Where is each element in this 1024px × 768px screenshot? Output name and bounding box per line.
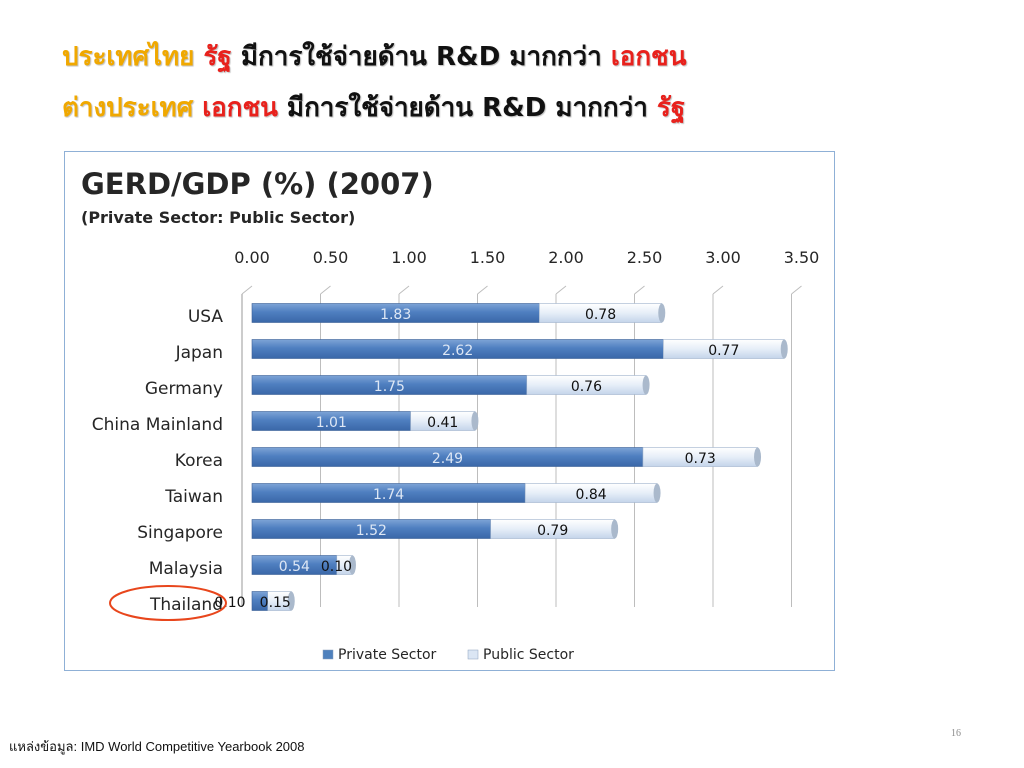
- headline-line-2: ต่างประเทศ เอกชน มีการใช้จ่ายด้าน R&D มา…: [62, 87, 685, 128]
- value-label-public: 0.78: [585, 307, 616, 323]
- category-label: Taiwan: [164, 487, 223, 507]
- x-tick-label: 3.00: [705, 248, 741, 267]
- value-label-public: 0.73: [685, 451, 716, 467]
- gridline-depth: [398, 285, 410, 295]
- value-label-public: 0.84: [576, 487, 607, 503]
- value-label-private: 0.10: [214, 595, 245, 611]
- x-tick-label: 0.50: [313, 248, 349, 267]
- headline-segment: ต่างประเทศ: [62, 93, 203, 123]
- source-note: แหล่งข้อมูล: IMD World Competitive Yearb…: [9, 739, 305, 754]
- value-label-private: 0.54: [279, 559, 310, 575]
- category-label: Japan: [175, 343, 223, 363]
- gerd-gdp-chart: GERD/GDP (%) (2007) (Private Sector: Publ…: [81, 167, 820, 663]
- bar-end-cap: [611, 519, 619, 539]
- bar-end-cap: [653, 483, 661, 503]
- value-label-public: 0.41: [427, 415, 458, 431]
- headline-segment: มีการใช้จ่ายด้าน R&D มากกว่า: [231, 42, 611, 72]
- value-label-private: 2.62: [442, 343, 473, 359]
- value-label-private: 2.49: [432, 451, 463, 467]
- bar-end-cap: [642, 375, 650, 395]
- highlight-oval: [109, 585, 227, 621]
- value-label-private: 1.75: [374, 379, 405, 395]
- headline-segment: ประเทศไทย: [62, 42, 204, 72]
- chart-title: GERD/GDP (%) (2007): [81, 167, 434, 201]
- gridline-depth: [791, 285, 802, 295]
- gridline-depth: [320, 285, 331, 295]
- value-label-private: 1.74: [373, 487, 404, 503]
- x-tick-label: 2.50: [627, 248, 663, 267]
- legend-swatch: [322, 649, 334, 660]
- headline-segment: เอกชน: [202, 93, 278, 123]
- x-tick-label: 2.00: [548, 248, 584, 267]
- value-label-public: 0.15: [260, 595, 291, 611]
- bar-end-cap: [348, 555, 356, 575]
- x-tick-label: 0.00: [234, 248, 270, 267]
- value-label-public: 0.10: [321, 559, 352, 575]
- x-tick-label: 1.50: [470, 248, 506, 267]
- headline-segment: รัฐ: [203, 42, 232, 72]
- gridline-depth: [555, 285, 567, 295]
- bar-end-cap: [754, 447, 762, 467]
- category-label: Germany: [145, 379, 223, 399]
- x-tick-label: 1.00: [391, 248, 427, 267]
- value-label-public: 0.79: [537, 523, 568, 539]
- legend-label: Public Sector: [483, 647, 574, 663]
- bar-end-cap: [780, 339, 788, 359]
- bar-end-cap: [658, 303, 666, 323]
- legend-label: Private Sector: [338, 647, 437, 663]
- headline-segment: เอกชน: [610, 42, 687, 72]
- value-label-public: 0.76: [571, 379, 602, 395]
- category-label: USA: [188, 307, 224, 327]
- chart-frame: GERD/GDP (%) (2007) (Private Sector: Publ…: [64, 151, 835, 671]
- gridline-depth: [241, 285, 253, 295]
- category-label: Thailand: [149, 595, 223, 615]
- bar-end-cap: [471, 411, 479, 431]
- headline-line-1: ประเทศไทย รัฐ มีการใช้จ่ายด้าน R&D มากกว…: [62, 36, 686, 77]
- gridline-depth: [477, 285, 488, 295]
- gridline-depth: [634, 285, 645, 295]
- category-label: Malaysia: [149, 559, 223, 579]
- category-label: Singapore: [137, 523, 223, 543]
- bar-end-cap: [287, 591, 295, 611]
- value-label-private: 1.52: [356, 523, 387, 539]
- value-label-private: 1.83: [380, 307, 411, 323]
- gridline-depth: [712, 285, 724, 295]
- value-label-private: 1.01: [316, 415, 347, 431]
- headline-segment: มีการใช้จ่ายด้าน R&D มากกว่า: [277, 93, 657, 123]
- value-label-public: 0.77: [708, 343, 739, 359]
- slide-number: 16: [951, 728, 961, 739]
- legend-swatch: [467, 649, 479, 660]
- chart-subtitle: (Private Sector: Public Sector): [81, 208, 355, 227]
- x-tick-label: 3.50: [784, 248, 820, 267]
- category-label: Korea: [175, 451, 223, 471]
- category-label: China Mainland: [92, 415, 223, 435]
- headline-segment: รัฐ: [656, 93, 686, 123]
